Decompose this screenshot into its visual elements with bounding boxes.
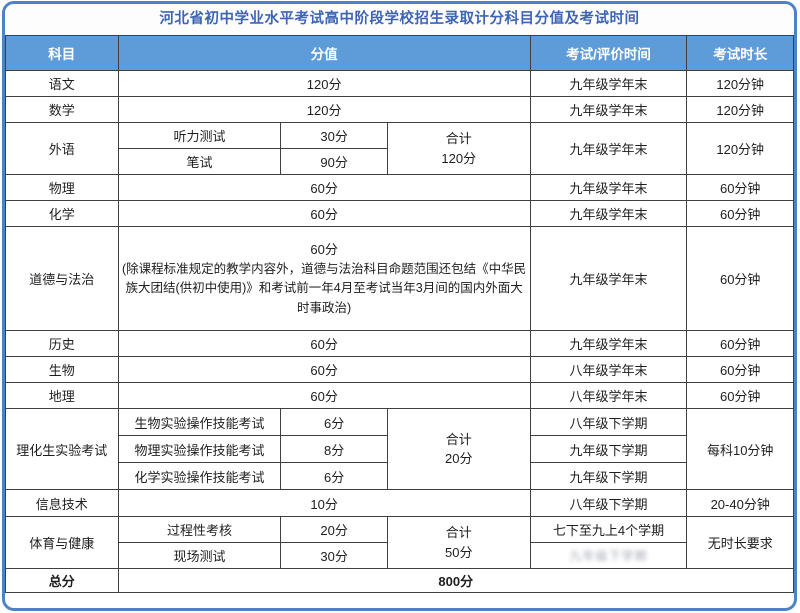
header-row: 科目 分值 考试/评价时间 考试时长: [5, 35, 794, 71]
row-it: 信息技术 10分 八年级下学期 20-40分钟: [5, 489, 794, 517]
cell-lab-phy-time: 九年级下学期: [529, 435, 688, 463]
header-time: 考试/评价时间: [529, 35, 688, 71]
cell-biology-subject: 生物: [5, 356, 119, 383]
row-math: 数学 120分 九年级学年末 120分钟: [5, 96, 794, 123]
cell-foreign-duration: 120分钟: [686, 122, 794, 175]
cell-chemistry-duration: 60分钟: [686, 200, 794, 227]
cell-math-time: 九年级学年末: [529, 96, 688, 123]
cell-pe-process-score: 20分: [280, 516, 388, 543]
cell-foreign-total: 合计 120分: [386, 122, 531, 175]
cell-lab-chem-score: 6分: [280, 462, 388, 490]
row-foreign-written: 笔试 90分: [6, 148, 794, 175]
row-morality: 道德与法治 60分 (除课程标准规定的教学内容外，道德与法治科目命题范围还包结《…: [5, 226, 794, 331]
cell-chemistry-time: 九年级学年末: [529, 200, 688, 227]
cell-chemistry-subject: 化学: [5, 200, 119, 227]
row-geography: 地理 60分 八年级学年末 60分钟: [5, 382, 794, 409]
cell-geography-subject: 地理: [5, 382, 119, 409]
cell-morality-subject: 道德与法治: [5, 226, 119, 331]
cell-foreign-time: 九年级学年末: [529, 122, 688, 175]
row-chemistry: 化学 60分 九年级学年末 60分钟: [5, 200, 794, 227]
cell-lab-total: 合计 20分: [386, 408, 531, 490]
cell-pe-duration: 无时长要求: [686, 516, 794, 569]
cell-history-score: 60分: [117, 330, 531, 357]
cell-pe-onsite-score: 30分: [280, 542, 388, 569]
row-lab-chem: 化学实验操作技能考试 6分 九年级下学期: [6, 462, 794, 490]
cell-chinese-time: 九年级学年末: [529, 70, 688, 97]
cell-math-subject: 数学: [5, 96, 119, 123]
cell-it-duration: 20-40分钟: [686, 489, 794, 517]
cell-pe-onsite-label: 现场测试: [117, 542, 282, 569]
cell-lab-subject: 理化生实验考试: [5, 408, 119, 490]
row-biology: 生物 60分 八年级学年末 60分钟: [5, 356, 794, 383]
cell-history-subject: 历史: [5, 330, 119, 357]
cell-physics-score: 60分: [117, 174, 531, 201]
cell-pe-subject: 体育与健康: [5, 516, 119, 569]
row-total: 总分 800分: [5, 568, 794, 593]
cell-lab-phy-score: 8分: [280, 435, 388, 463]
cell-lab-bio-score: 6分: [280, 408, 388, 436]
cell-geography-time: 八年级学年末: [529, 382, 688, 409]
cell-history-duration: 60分钟: [686, 330, 794, 357]
cell-physics-subject: 物理: [5, 174, 119, 201]
cell-it-subject: 信息技术: [5, 489, 119, 517]
cell-chinese-subject: 语文: [5, 70, 119, 97]
cell-biology-duration: 60分钟: [686, 356, 794, 383]
row-history: 历史 60分 九年级学年末 60分钟: [5, 330, 794, 357]
cell-morality-time: 九年级学年末: [529, 226, 688, 331]
row-lab-phy: 物理实验操作技能考试 8分 九年级下学期: [6, 435, 794, 463]
cell-lab-chem-time: 九年级下学期: [529, 462, 688, 490]
cell-geography-duration: 60分钟: [686, 382, 794, 409]
header-subject: 科目: [5, 35, 119, 71]
row-foreign-listening: 外语 听力测试 30分 合计 120分 九年级学年末 120分钟: [5, 122, 794, 175]
cell-lab-duration: 每科10分钟: [686, 408, 794, 490]
cell-it-time: 八年级下学期: [529, 489, 688, 517]
morality-score: 60分: [310, 241, 338, 257]
cell-it-score: 10分: [117, 489, 531, 517]
row-lab-bio: 理化生实验考试 生物实验操作技能考试 6分 合计 20分 八年级下学期 每科10…: [5, 408, 794, 490]
cell-physics-time: 九年级学年末: [529, 174, 688, 201]
cell-biology-time: 八年级学年末: [529, 356, 688, 383]
cell-pe-time1: 七下至九上4个学期: [529, 516, 688, 543]
page-title: 河北省初中学业水平考试高中阶段学校招生录取计分科目分值及考试时间: [5, 4, 794, 35]
cell-morality-score-note: 60分 (除课程标准规定的教学内容外，道德与法治科目命题范围还包结《中华民族大团…: [117, 226, 531, 331]
row-chinese: 语文 120分 九年级学年末 120分钟: [5, 70, 794, 97]
cell-pe-total: 合计 50分: [386, 516, 531, 569]
cell-foreign-written-label: 笔试: [117, 148, 282, 175]
cell-foreign-subject: 外语: [5, 122, 119, 175]
cell-history-time: 九年级学年末: [529, 330, 688, 357]
cell-foreign-written-score: 90分: [280, 148, 388, 175]
cell-chemistry-score: 60分: [117, 200, 531, 227]
cell-morality-duration: 60分钟: [686, 226, 794, 331]
score-table: 科目 分值 考试/评价时间 考试时长 语文 120分 九年级学年末 120分钟 …: [5, 35, 794, 593]
cell-lab-chem-label: 化学实验操作技能考试: [117, 462, 282, 490]
cell-math-duration: 120分钟: [686, 96, 794, 123]
row-pe-process: 体育与健康 过程性考核 20分 合计 50分 七下至九上4个学期 无时长要求: [5, 516, 794, 569]
cell-math-score: 120分: [117, 96, 531, 123]
cell-physics-duration: 60分钟: [686, 174, 794, 201]
cell-lab-bio-time: 八年级下学期: [529, 408, 688, 436]
cell-biology-score: 60分: [117, 356, 531, 383]
blurred-text: 九年级下学期: [569, 549, 648, 563]
cell-foreign-listening-label: 听力测试: [117, 122, 282, 149]
row-physics: 物理 60分 九年级学年末 60分钟: [5, 174, 794, 201]
cell-pe-process-label: 过程性考核: [117, 516, 282, 543]
cell-total-subject: 总分: [5, 568, 119, 593]
header-score: 分值: [117, 35, 531, 71]
cell-foreign-listening-score: 30分: [280, 122, 388, 149]
cell-lab-phy-label: 物理实验操作技能考试: [117, 435, 282, 463]
cell-total-score: 800分: [117, 568, 794, 593]
morality-note: (除课程标准规定的教学内容外，道德与法治科目命题范围还包结《中华民族大团结(供初…: [122, 261, 527, 315]
cell-chinese-score: 120分: [117, 70, 531, 97]
cell-chinese-duration: 120分钟: [686, 70, 794, 97]
cell-lab-bio-label: 生物实验操作技能考试: [117, 408, 282, 436]
header-duration: 考试时长: [686, 35, 794, 71]
cell-geography-score: 60分: [117, 382, 531, 409]
row-pe-onsite: 现场测试 30分 九年级下学期: [6, 542, 794, 569]
cell-pe-time2-blurred: 九年级下学期: [529, 542, 688, 569]
